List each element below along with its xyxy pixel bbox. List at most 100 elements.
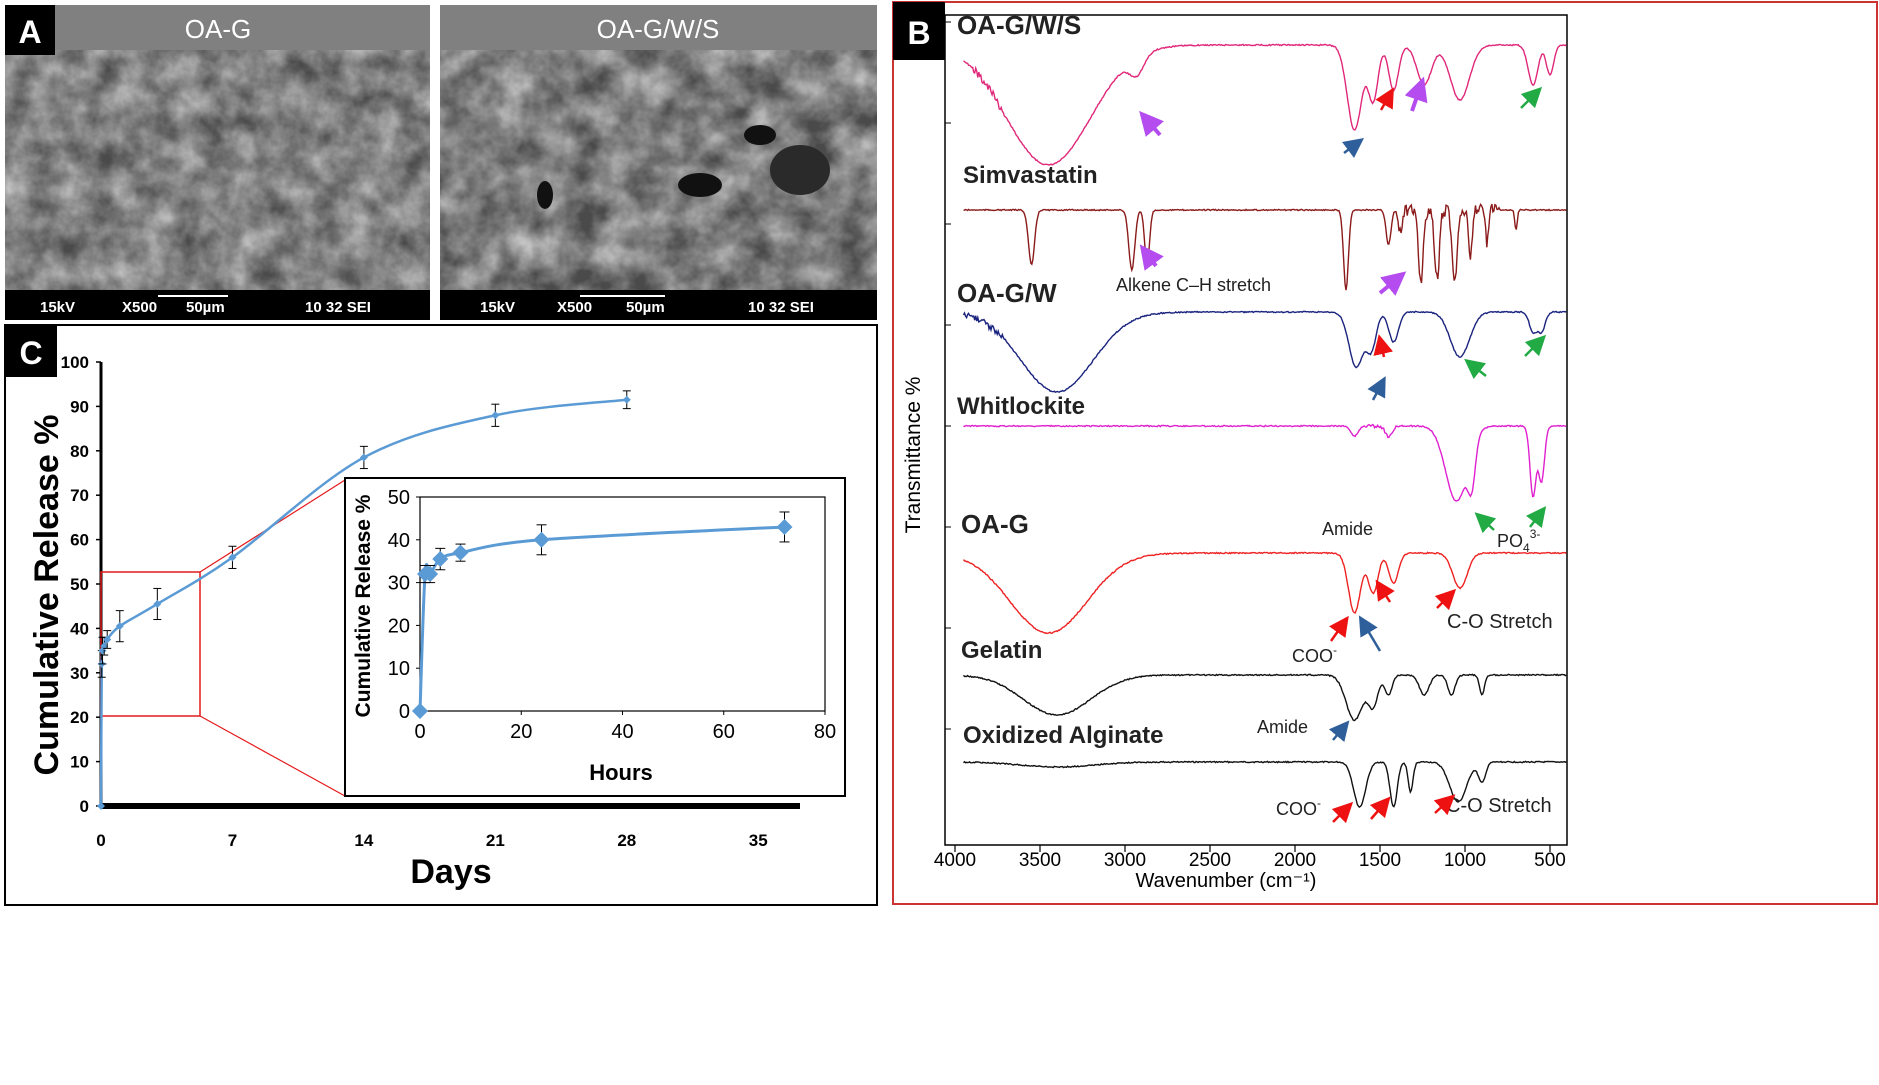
sem-scale: 50µm <box>186 299 225 316</box>
arrow <box>1367 376 1386 401</box>
spectrum-label: OA-G/W <box>957 278 1057 308</box>
panel-badge-a: A <box>18 14 41 50</box>
panel-c: C Cumulative Release % Days 0 10 20 30 40 50 6… <box>4 324 878 906</box>
ftir-plot-area <box>944 14 1568 846</box>
inset-data-point <box>422 566 439 583</box>
sem-info: 10 32 SEI <box>305 299 371 316</box>
ftir-x-tick-label: 1500 <box>1359 850 1401 871</box>
inset-y-tick-label: 50 <box>388 487 410 509</box>
inset-x-tick-label: 20 <box>510 721 532 743</box>
x-axis-label: Days <box>410 853 491 891</box>
sem-title: OA-G/W/S <box>597 14 720 44</box>
y-tick-label: 40 <box>70 619 89 638</box>
data-point <box>359 453 368 462</box>
spectrum-label: OA-G <box>961 509 1029 539</box>
sem-title: OA-G <box>185 14 251 44</box>
arrow <box>1378 271 1407 296</box>
inset-x-tick-label: 60 <box>713 721 735 743</box>
annotation-alkene: Alkene C–H stretch <box>1116 275 1271 295</box>
ftir-x-tick-label: 1000 <box>1444 850 1486 871</box>
sem-image-oa-g: OA-G 15kV X500 50µm 10 32 SEI <box>5 5 430 320</box>
arrow <box>1434 588 1457 611</box>
ftir-spectrum-oa-g <box>962 551 1567 635</box>
arrow <box>1342 138 1364 158</box>
arrow <box>1474 512 1497 534</box>
y-axis-label: Transmittance % <box>902 377 925 534</box>
arrow <box>1433 794 1456 816</box>
zoom-box <box>100 571 201 717</box>
y-tick-label: 0 <box>80 797 89 816</box>
data-point <box>115 622 124 631</box>
arrow <box>1375 87 1394 111</box>
arrow <box>1329 615 1349 642</box>
ftir-x-tick-label: 2000 <box>1274 850 1316 871</box>
ftir-spectra <box>962 43 1567 808</box>
y-tick-label: 20 <box>70 708 89 727</box>
arrow <box>1520 86 1543 109</box>
arrow <box>1373 334 1393 358</box>
ftir-ticks: 4000 3500 3000 2500 2000 1500 1000 500 <box>934 21 1566 871</box>
annotation-co-stretch: C-O Stretch <box>1446 795 1552 817</box>
inset-ticks: 0 10 20 30 40 50 0 20 40 60 80 <box>388 487 836 743</box>
y-tick-label: 100 <box>61 353 89 372</box>
y-tick-label: 90 <box>70 397 89 416</box>
y-tick-label: 80 <box>70 442 89 461</box>
spectrum-label: Oxidized Alginate <box>963 722 1163 749</box>
sem-kv: 15kV <box>40 299 75 316</box>
ftir-spectrum-gelatin <box>962 673 1567 722</box>
arrow <box>1328 720 1350 743</box>
panel-b: B Transmittance % Wavenumber (cm⁻¹) 4000… <box>892 1 1878 905</box>
inset-x-tick-label: 0 <box>414 721 425 743</box>
arrow <box>1369 796 1391 820</box>
ftir-spectrum-oxidized-alginate <box>963 760 1567 808</box>
inset-data-point <box>412 703 428 719</box>
annotation-po4: PO43- <box>1497 527 1540 555</box>
arrow <box>1525 506 1547 529</box>
annotation-amide: Amide <box>1322 519 1373 539</box>
inset-y-tick-label: 30 <box>388 573 410 595</box>
sem-kv: 15kV <box>480 299 515 316</box>
panel-badge-b: B <box>907 15 930 51</box>
arrow <box>1358 615 1382 652</box>
y-tick-label: 10 <box>70 753 89 772</box>
inset-y-tick-label: 0 <box>399 701 410 723</box>
data-point <box>622 395 631 404</box>
y-tick-label: 70 <box>70 486 89 505</box>
x-tick-label: 35 <box>749 831 768 850</box>
inset-x-axis-label: Hours <box>589 760 653 785</box>
spectrum-label: Simvastatin <box>963 162 1098 189</box>
panel-badge-c: C <box>19 335 42 371</box>
sem-info: 10 32 SEI <box>748 299 814 316</box>
main-series <box>97 390 631 810</box>
annotation-amide: Amide <box>1257 717 1308 737</box>
sem-mag: X500 <box>557 299 592 316</box>
inset-data-point <box>432 551 449 568</box>
inset-x-tick-label: 80 <box>814 721 836 743</box>
inset-data-point <box>776 518 793 535</box>
inset-series <box>412 511 793 719</box>
inset-x-tick-label: 40 <box>611 721 633 743</box>
ftir-x-tick-label: 2500 <box>1189 850 1231 871</box>
y-tick-label: 60 <box>70 531 89 550</box>
x-tick-label: 28 <box>617 831 636 850</box>
arrow <box>1139 244 1164 271</box>
inset-y-tick-label: 40 <box>388 530 410 552</box>
data-point <box>153 599 162 608</box>
inset-frame <box>344 477 846 797</box>
data-point <box>103 635 112 644</box>
spectrum-label: OA-G/W/S <box>957 10 1081 40</box>
annotation-coo: COO- <box>1292 643 1337 666</box>
y-axis-label: Cumulative Release % <box>28 415 66 776</box>
x-axis-label: Wavenumber (cm⁻¹) <box>1136 870 1317 892</box>
arrow <box>1524 334 1547 357</box>
sem-mag: X500 <box>122 299 157 316</box>
data-point <box>97 802 105 810</box>
data-point <box>491 411 500 420</box>
x-tick-label: 14 <box>354 831 373 850</box>
y-tick-label: 50 <box>70 575 89 594</box>
ftir-spectrum-oa-g-w-s <box>963 43 1567 166</box>
inset-y-tick-label: 20 <box>388 615 410 637</box>
arrow <box>1331 801 1354 824</box>
